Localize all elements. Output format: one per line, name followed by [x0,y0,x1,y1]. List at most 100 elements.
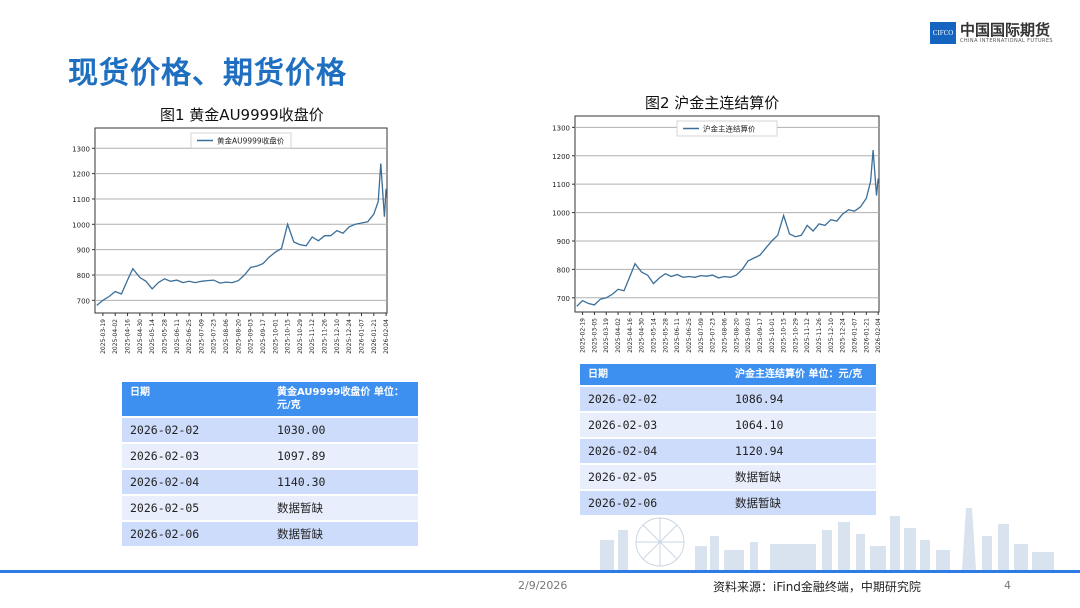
x-tick-label: 2025-05-14 [651,318,658,353]
chart-2-shfe-gold: 700 800 900 1000 1100 1200 1300 2025-02-19 2025-… [552,115,882,353]
table-row: 2026-02-05 数据暂缺 [122,496,418,520]
cell-date: 2026-02-03 [580,413,727,437]
cell-date: 2026-02-02 [580,387,727,411]
table-gold-au9999: 日期 黄金AU9999收盘价 单位：元/克 2026-02-02 1030.00 … [122,380,418,548]
legend-label: 黄金AU9999收盘价 [217,136,285,146]
cell-value: 1097.89 [269,444,418,468]
cell-value: 数据暂缺 [727,491,876,515]
y-tick-label: 900 [557,238,570,246]
x-tick-label: 2025-10-01 [272,319,279,354]
city-skyline-decoration [600,508,1054,570]
x-tick-label: 2025-07-23 [710,318,717,353]
cell-value: 数据暂缺 [269,496,418,520]
x-tick-label: 2025-04-16 [627,318,634,353]
x-tick-label: 2025-12-24 [346,319,353,354]
x-tick-label: 2025-08-20 [235,319,242,354]
table-row: 2026-02-03 1064.10 [580,413,876,437]
cell-date: 2026-02-05 [122,496,269,520]
cell-date: 2026-02-06 [122,522,269,546]
y-tick-label: 1200 [72,171,90,179]
x-tick-label: 2025-09-03 [745,318,752,353]
y-tick-label: 1000 [552,210,570,218]
x-tick-label: 2026-01-07 [852,318,859,353]
y-tick-label: 1300 [72,145,90,153]
cell-value: 1140.30 [269,470,418,494]
x-tick-label: 2025-05-28 [161,319,168,354]
table-row: 2026-02-02 1030.00 [122,418,418,442]
company-logo: CIFCO 中国国际期货 CHINA INTERNATIONAL FUTURES [930,22,1053,44]
x-tick-label: 2025-07-09 [198,319,205,354]
x-tick-label: 2025-06-25 [686,318,693,353]
x-tick-label: 2025-10-15 [781,318,788,353]
x-tick-label: 2025-12-10 [334,319,341,354]
x-tick-label: 2025-08-20 [733,318,740,353]
y-tick-label: 800 [77,272,90,280]
page-number: 4 [1004,579,1011,592]
table-header-price: 黄金AU9999收盘价 单位：元/克 [269,382,418,416]
cell-date: 2026-02-02 [122,418,269,442]
y-tick-label: 1100 [552,181,570,189]
x-tick-label: 2026-01-21 [371,319,378,354]
x-tick-label: 2026-01-07 [358,319,365,354]
x-tick-label: 2025-03-19 [100,319,107,354]
table-row: 2026-02-05 数据暂缺 [580,465,876,489]
x-tick-label: 2025-04-30 [137,319,144,354]
x-tick-label: 2025-12-10 [828,318,835,353]
x-tick-label: 2025-09-03 [248,319,255,354]
cell-value: 1120.94 [727,439,876,463]
x-tick-label: 2025-06-11 [674,318,681,353]
x-tick-label: 2025-07-09 [698,318,705,353]
x-tick-label: 2025-06-25 [186,319,193,354]
x-tick-label: 2025-08-06 [223,319,230,354]
cell-date: 2026-02-04 [580,439,727,463]
table-shfe-gold: 日期 沪金主连结算价 单位：元/克 2026-02-02 1086.94 2026… [580,362,876,517]
y-tick-label: 1300 [552,124,570,132]
cell-date: 2026-02-04 [122,470,269,494]
cell-value: 数据暂缺 [269,522,418,546]
x-tick-label: 2025-09-17 [757,318,764,353]
x-tick-label: 2026-02-04 [383,319,390,354]
x-tick-label: 2025-10-15 [285,319,292,354]
y-tick-label: 900 [77,247,90,255]
cell-value: 1030.00 [269,418,418,442]
table-row: 2026-02-06 数据暂缺 [580,491,876,515]
x-tick-label: 2025-11-26 [816,318,823,353]
x-tick-label: 2025-03-05 [591,318,598,353]
footer-date: 2/9/2026 [518,579,568,592]
cell-date: 2026-02-05 [580,465,727,489]
y-tick-label: 800 [557,266,570,274]
footer-divider [0,570,1080,573]
x-tick-label: 2025-06-11 [174,319,181,354]
x-tick-label: 2025-03-19 [603,318,610,353]
x-tick-label: 2025-10-29 [297,319,304,354]
x-tick-label: 2025-04-16 [125,319,132,354]
table-header-date: 日期 [580,364,727,385]
x-tick-label: 2025-10-29 [792,318,799,353]
logo-text: 中国国际期货 CHINA INTERNATIONAL FUTURES [960,22,1053,44]
cell-value: 数据暂缺 [727,465,876,489]
footer-source: 资料来源：iFind金融终端，中期研究院 [713,580,921,594]
cell-date: 2026-02-06 [580,491,727,515]
series-line [576,150,879,307]
table-row: 2026-02-04 1120.94 [580,439,876,463]
x-tick-label: 2025-08-06 [721,318,728,353]
x-tick-label: 2025-05-14 [149,319,156,354]
table-row: 2026-02-06 数据暂缺 [122,522,418,546]
x-tick-label: 2025-12-24 [840,318,847,353]
y-tick-label: 700 [77,297,90,305]
legend-box [676,120,778,137]
plot-area [574,115,880,313]
table-header-price: 沪金主连结算价 单位：元/克 [727,364,876,385]
x-tick-label: 2025-04-02 [615,318,622,353]
x-tick-label: 2025-02-19 [580,318,587,353]
logo-name-en: CHINA INTERNATIONAL FUTURES [960,38,1054,44]
table-row: 2026-02-02 1086.94 [580,387,876,411]
chart-1-caption: 图1 黄金AU9999收盘价 [160,106,324,124]
cell-date: 2026-02-03 [122,444,269,468]
y-tick-label: 1100 [72,196,90,204]
x-tick-label: 2025-11-12 [309,319,316,354]
x-tick-label: 2025-05-28 [662,318,669,353]
x-tick-label: 2025-11-12 [804,318,811,353]
x-tick-label: 2025-04-02 [112,319,119,354]
plot-area [94,127,388,314]
